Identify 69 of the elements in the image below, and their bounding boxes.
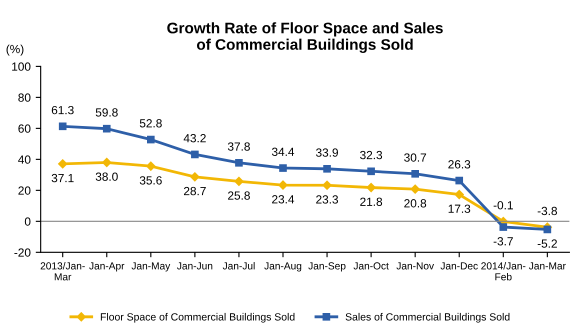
- point: [279, 164, 287, 172]
- y-tick-label: 60: [18, 124, 30, 133]
- point: [190, 172, 200, 182]
- data-label: -3.7: [494, 237, 513, 246]
- data-label: 43.2: [184, 134, 206, 142]
- data-label: 35.6: [140, 176, 162, 185]
- legend-label: Floor Space of Commercial Buildings Sold: [100, 312, 294, 323]
- point: [366, 182, 376, 192]
- point: [323, 164, 331, 173]
- point: [455, 176, 464, 184]
- data-label: 33.9: [316, 148, 338, 157]
- point: [191, 150, 199, 158]
- y-axis-title: (%): [6, 44, 24, 56]
- x-tick-label: Jan-Jun: [177, 262, 212, 270]
- chart-title: Growth Rate of Floor Space and Sales of Commercial Buildings Sold: [167, 22, 443, 53]
- data-label: 17.3: [448, 204, 470, 213]
- data-label: 23.4: [272, 195, 294, 204]
- point: [234, 176, 244, 186]
- point: [235, 158, 243, 167]
- data-label: -0.1: [494, 201, 513, 210]
- point: [58, 122, 67, 130]
- legend-label: Sales of Commercial Buildings Sold: [346, 312, 510, 323]
- data-label: 26.3: [448, 160, 470, 169]
- y-tick-label: 100: [12, 62, 30, 71]
- data-label: 32.3: [360, 150, 382, 160]
- data-label: -3.8: [538, 206, 558, 216]
- point: [454, 190, 464, 200]
- y-tick-label: 80: [18, 93, 30, 102]
- data-label: -5.2: [538, 239, 557, 248]
- point: [102, 158, 112, 168]
- y-tick-label: -20: [14, 248, 30, 257]
- data-label: 25.8: [228, 191, 250, 200]
- point: [147, 136, 155, 144]
- x-tick-label: 2013/Jan-Mar: [40, 262, 85, 280]
- x-tick-label: Jan-Apr: [89, 262, 124, 272]
- x-tick-label: Jan-Sep: [308, 262, 346, 272]
- point: [367, 167, 375, 176]
- y-tick-label: 20: [18, 186, 30, 195]
- data-label: 23.3: [316, 195, 338, 204]
- data-label: 28.7: [184, 186, 206, 196]
- point: [278, 180, 288, 190]
- point: [410, 184, 420, 194]
- x-tick-label: 2014/Jan-Feb: [481, 262, 526, 280]
- point: [146, 162, 156, 171]
- y-tick-label: 40: [18, 155, 30, 164]
- x-tick-label: Jan-Dec: [440, 262, 478, 270]
- x-tick-label: Jan-Nov: [396, 262, 434, 270]
- point: [411, 170, 419, 178]
- data-label: 61.3: [52, 106, 74, 114]
- point: [499, 223, 508, 231]
- data-label: 34.4: [272, 148, 294, 156]
- point: [58, 159, 68, 168]
- point: [544, 226, 552, 234]
- y-tick-label: 0: [24, 217, 30, 226]
- data-label: 30.7: [404, 153, 426, 162]
- point: [102, 124, 111, 133]
- data-label: 37.1: [52, 174, 74, 182]
- data-label: 52.8: [140, 119, 162, 128]
- data-label: 59.8: [96, 108, 118, 117]
- x-tick-label: Jan-Mar: [528, 262, 566, 270]
- data-label: 21.8: [360, 198, 382, 206]
- x-tick-label: Jan-May: [132, 262, 170, 272]
- data-label: 38.0: [96, 172, 118, 181]
- x-tick-label: Jan-Jul: [222, 262, 255, 270]
- x-tick-label: Jan-Oct: [354, 262, 389, 270]
- point: [322, 180, 332, 190]
- x-tick-label: Jan-Aug: [264, 262, 302, 272]
- data-label: 37.8: [228, 142, 250, 151]
- data-label: 20.8: [404, 199, 426, 208]
